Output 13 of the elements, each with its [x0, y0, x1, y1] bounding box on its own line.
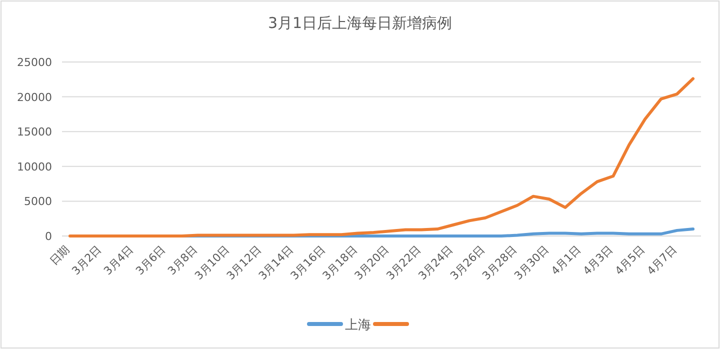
x-tick-label: 4月3日: [580, 242, 616, 278]
y-tick-label: 5000: [24, 195, 52, 208]
line-series: [68, 77, 695, 238]
y-tick-label: 10000: [17, 160, 52, 174]
x-tick-label: 4月1日: [548, 242, 584, 278]
x-tick-label: 4月7日: [644, 242, 680, 278]
y-tick-label: 0: [45, 230, 52, 243]
y-tick-label: 25000: [17, 56, 52, 69]
x-tick-label: 4月5日: [612, 242, 648, 278]
chart-title: 3月1日后上海每日新增病例: [268, 14, 452, 32]
y-tick-label: 15000: [17, 126, 52, 139]
legend-label: 上海: [345, 318, 371, 333]
y-tick-label: 20000: [17, 90, 52, 104]
